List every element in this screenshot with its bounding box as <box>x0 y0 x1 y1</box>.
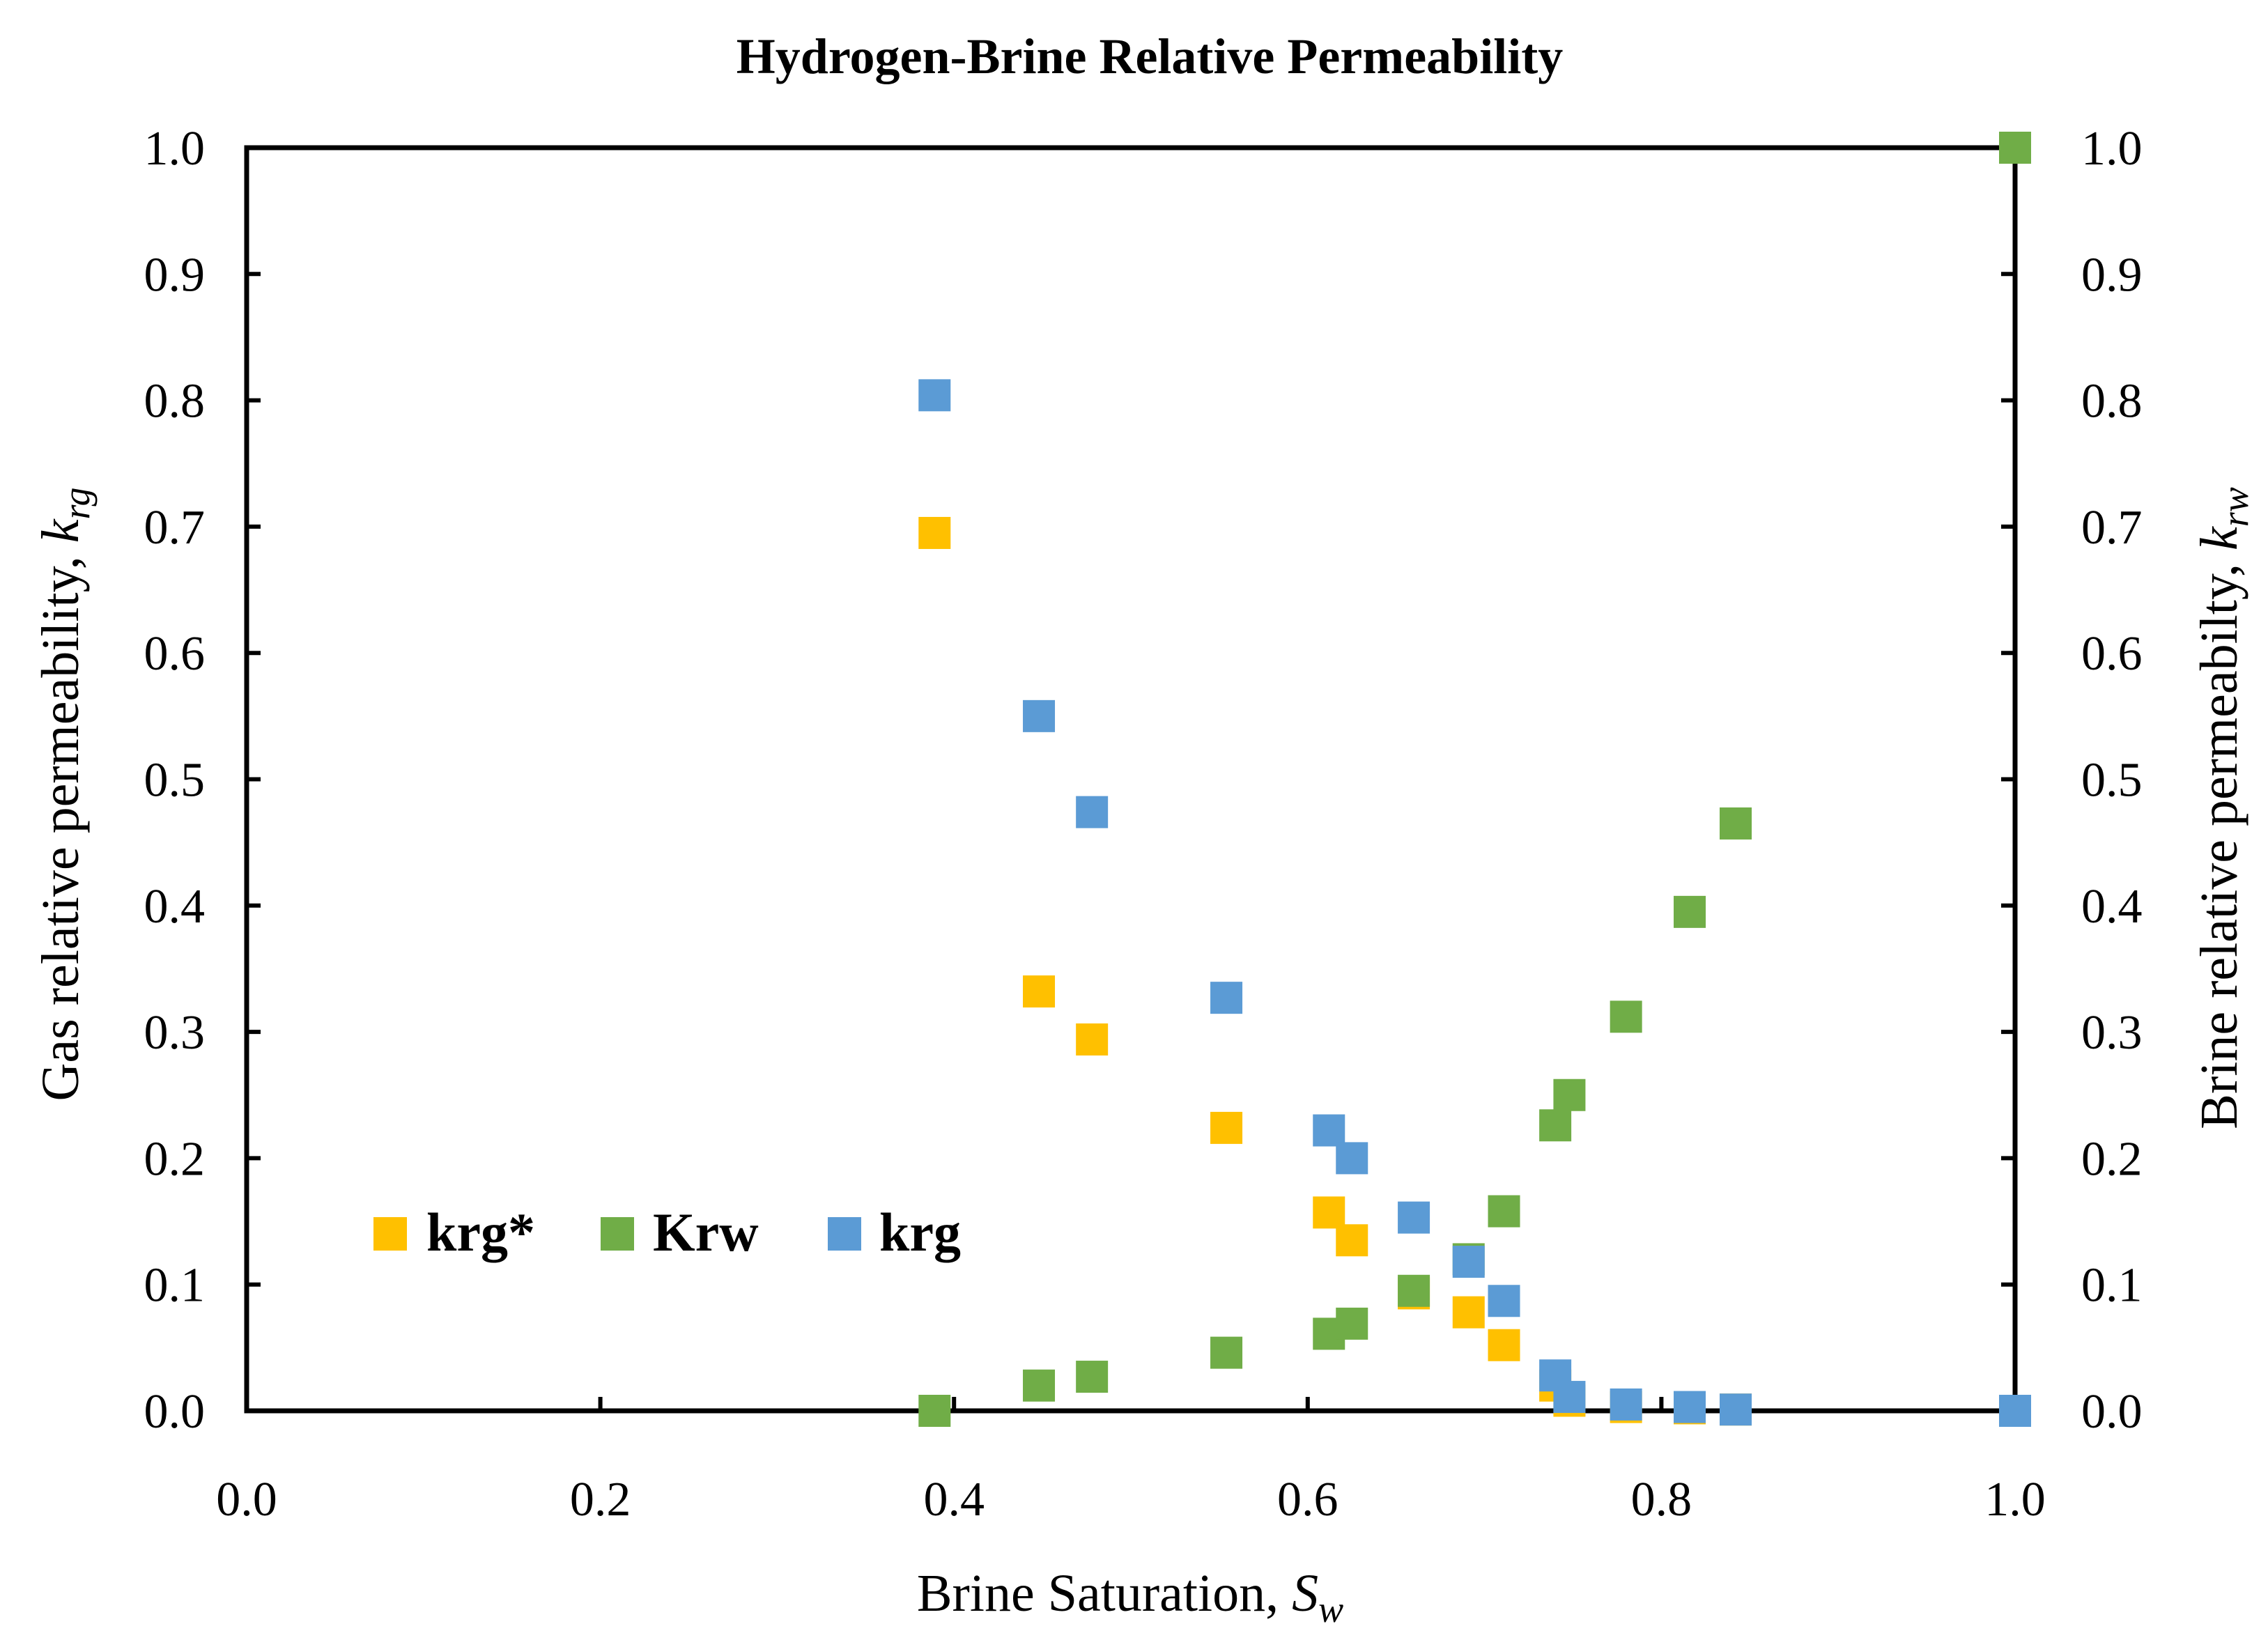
point-krg-star <box>1210 1111 1243 1144</box>
point-krw <box>1488 1195 1520 1228</box>
legend-swatch-krg <box>828 1217 861 1251</box>
point-krg <box>1488 1285 1520 1317</box>
point-krg <box>1398 1201 1430 1234</box>
y-axis-right-label: Brine relative permeabilty, krw <box>2190 487 2256 1129</box>
point-krg <box>1452 1246 1485 1278</box>
x-tick-label: 0.0 <box>216 1473 277 1526</box>
point-krg-star <box>918 516 951 549</box>
chart-title: Hydrogen-Brine Relative Permeability <box>736 29 1563 84</box>
point-krw <box>1610 1000 1642 1033</box>
y-left-tick-label: 0.8 <box>144 375 206 428</box>
point-krw <box>1023 1369 1056 1402</box>
point-krg-star <box>1076 1023 1109 1056</box>
point-krg <box>1313 1114 1345 1147</box>
point-krg <box>1674 1391 1706 1423</box>
point-krg <box>1553 1381 1586 1414</box>
y-right-tick-label: 0.1 <box>2081 1259 2143 1313</box>
y-right-tick-label: 0.7 <box>2081 501 2143 555</box>
legend: krg* Krw krg <box>373 1202 961 1262</box>
legend-label-krg-star: krg* <box>426 1202 535 1262</box>
x-axis-label-main: Brine Saturation, <box>917 1564 1292 1623</box>
x-tick-label: 0.6 <box>1277 1473 1339 1526</box>
y-left-tick-label: 0.6 <box>144 627 206 681</box>
legend-swatch-krw <box>601 1217 634 1251</box>
point-krg-star <box>1488 1329 1520 1361</box>
y-left-tick-label: 1.0 <box>144 122 206 176</box>
point-krg <box>1076 796 1109 828</box>
x-tick-label: 0.8 <box>1631 1473 1692 1526</box>
point-krw <box>918 1395 951 1427</box>
point-krg-star <box>1452 1296 1485 1329</box>
data-points <box>918 132 2031 1427</box>
point-krg-star <box>1023 975 1056 1008</box>
point-krg <box>1023 699 1056 732</box>
y-right-tick-label: 0.4 <box>2081 880 2143 934</box>
point-krg-star <box>1313 1196 1345 1229</box>
y-axis-left-label-main: Gas relative permeability, <box>31 543 90 1101</box>
point-krw <box>1999 132 2031 164</box>
x-tick-label: 0.4 <box>923 1473 985 1526</box>
x-axis-ticks: 0.0 0.2 0.4 0.6 0.8 1.0 <box>216 1397 2046 1526</box>
x-tick-label: 1.0 <box>1984 1473 2046 1526</box>
y-right-tick-label: 0.0 <box>2081 1385 2143 1439</box>
y-right-tick-label: 0.9 <box>2081 248 2143 302</box>
point-krw <box>1719 807 1752 840</box>
point-krw <box>1210 1336 1243 1369</box>
point-krw <box>1539 1109 1572 1142</box>
point-krg <box>1719 1393 1752 1426</box>
point-krg <box>1336 1142 1368 1175</box>
y-left-tick-label: 0.9 <box>144 248 206 302</box>
y-axis-left-label-sub: rg <box>56 488 98 520</box>
point-krw <box>1674 895 1706 928</box>
y-axis-left-label: Gas relative permeability, krg <box>31 488 98 1101</box>
y-left-tick-label: 0.4 <box>144 880 206 934</box>
y-left-tick-label: 0.3 <box>144 1006 206 1060</box>
point-krg <box>1210 982 1243 1014</box>
y-right-tick-label: 0.8 <box>2081 375 2143 428</box>
x-axis-label-var: S <box>1292 1564 1318 1623</box>
y-axis-ticks: 0.0 0.0 0.1 0.1 0.2 0.2 0.3 0.3 0.4 0.4 0.5 0.5 0.6 0… <box>144 122 2143 1439</box>
y-axis-right-label-var: k <box>2190 526 2248 550</box>
y-left-tick-label: 0.0 <box>144 1385 206 1439</box>
y-right-tick-label: 0.5 <box>2081 754 2143 807</box>
legend-swatch-krg-star <box>373 1217 407 1251</box>
point-krw <box>1336 1307 1368 1340</box>
x-axis-label: Brine Saturation, Sw <box>917 1564 1343 1630</box>
point-krg <box>1999 1395 2031 1427</box>
y-axis-right-label-sub: rw <box>2214 487 2256 527</box>
y-right-tick-label: 1.0 <box>2081 122 2143 176</box>
point-krw <box>1553 1078 1586 1111</box>
legend-label-krw: Krw <box>653 1202 759 1262</box>
y-axis-left-label-var: k <box>31 518 90 543</box>
point-krg <box>1610 1388 1642 1421</box>
legend-label-krg: krg <box>879 1202 961 1262</box>
point-krg <box>918 379 951 412</box>
y-left-tick-label: 0.2 <box>144 1132 206 1186</box>
point-krw <box>1398 1274 1430 1307</box>
y-left-tick-label: 0.5 <box>144 754 206 807</box>
y-left-tick-label: 0.7 <box>144 501 206 555</box>
x-tick-label: 0.2 <box>570 1473 631 1526</box>
y-right-tick-label: 0.2 <box>2081 1132 2143 1186</box>
y-left-tick-label: 0.1 <box>144 1259 206 1313</box>
point-krg-star <box>1336 1224 1368 1257</box>
x-axis-label-sub: w <box>1318 1588 1343 1630</box>
y-right-tick-label: 0.3 <box>2081 1006 2143 1060</box>
y-axis-right-label-main: Brine relative permeabilty, <box>2190 550 2248 1129</box>
point-krw <box>1076 1361 1109 1393</box>
y-right-tick-label: 0.6 <box>2081 627 2143 681</box>
